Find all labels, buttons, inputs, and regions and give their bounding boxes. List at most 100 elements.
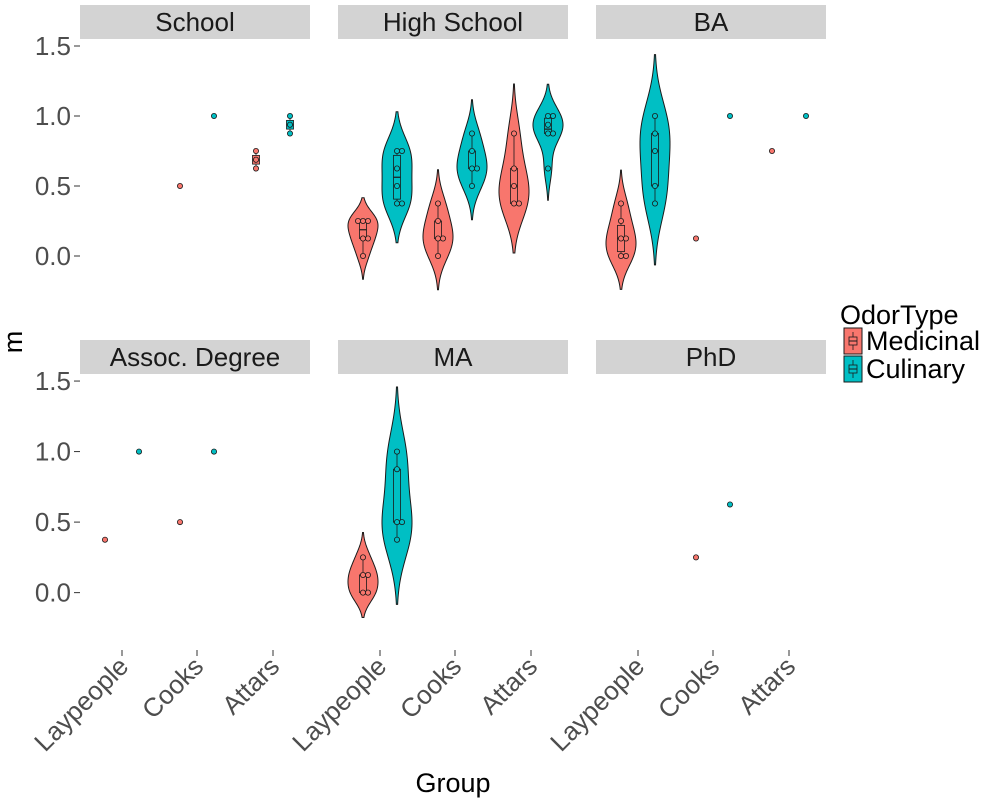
x-tick-label-laypeople: Laypeople: [544, 651, 650, 757]
violin-high-school-attars-culinary: [532, 83, 564, 201]
legend-title: OdorType: [840, 300, 959, 330]
data-point: [393, 519, 400, 526]
data-point: [393, 182, 400, 189]
data-point: [545, 130, 552, 137]
data-point: [393, 536, 400, 543]
data-point: [434, 200, 441, 207]
legend-label-medicinal: Medicinal: [866, 326, 980, 356]
data-point: [545, 113, 552, 120]
data-point: [516, 200, 523, 207]
data-point: [393, 165, 400, 172]
panels: School 0.0 0.5 1.0 1.5 High School BA Assoc. De…: [28, 5, 826, 757]
y-tick-label: 0.5: [35, 171, 71, 201]
data-point: [176, 519, 183, 526]
data-point: [727, 501, 734, 508]
data-point: [468, 182, 475, 189]
data-point: [398, 147, 405, 154]
x-axis-title: Group: [415, 768, 490, 798]
data-point: [618, 252, 625, 259]
data-point: [652, 113, 659, 120]
data-point: [652, 200, 659, 207]
data-point: [434, 252, 441, 259]
data-point: [359, 572, 366, 579]
data-point: [393, 448, 400, 455]
data-point: [393, 200, 400, 207]
legend-label-culinary: Culinary: [866, 354, 966, 384]
data-point: [545, 121, 552, 128]
data-point: [550, 130, 557, 137]
data-point: [286, 121, 293, 128]
data-point: [510, 200, 517, 207]
data-point: [693, 554, 700, 561]
data-point: [359, 217, 366, 224]
data-point: [434, 235, 441, 242]
data-point: [510, 130, 517, 137]
data-point: [652, 182, 659, 189]
data-point: [359, 554, 366, 561]
data-point: [286, 113, 293, 120]
y-tick-label: 0.5: [35, 507, 71, 537]
box-ba-laypeople-culinary: [651, 133, 659, 187]
data-point: [618, 217, 625, 224]
data-point: [393, 466, 400, 473]
y-tick-label: 1.0: [35, 101, 71, 131]
y-tick-label: 1.5: [35, 366, 71, 396]
data-point: [510, 182, 517, 189]
data-point: [398, 200, 405, 207]
data-point: [102, 536, 109, 543]
y-tick-label: 1.5: [35, 31, 71, 61]
data-point: [727, 113, 734, 120]
data-point: [545, 165, 552, 172]
data-point: [364, 572, 371, 579]
y-tick-label: 0.0: [35, 241, 71, 271]
data-point: [468, 147, 475, 154]
strip-assoc-degree: [80, 340, 310, 374]
data-point: [364, 217, 371, 224]
data-point: [468, 165, 475, 172]
data-point: [618, 200, 625, 207]
data-point: [364, 235, 371, 242]
data-point: [359, 235, 366, 242]
x-tick-label-cooks: Cooks: [652, 651, 725, 724]
data-point: [652, 130, 659, 137]
strip-school: [80, 5, 310, 39]
x-tick-label-attars: Attars: [474, 651, 543, 720]
y-tick-label: 0.0: [35, 578, 71, 608]
data-point: [468, 130, 475, 137]
strip-label-assoc-degree: Assoc. Degree: [110, 342, 281, 372]
strip-ma: [338, 340, 568, 374]
data-point: [210, 113, 217, 120]
data-point: [393, 147, 400, 154]
data-point: [210, 448, 217, 455]
x-tick-label-attars: Attars: [732, 651, 801, 720]
strip-high-school: [338, 5, 568, 39]
strip-phd: [596, 340, 826, 374]
x-tick-label-laypeople: Laypeople: [28, 651, 134, 757]
data-point: [398, 519, 405, 526]
data-point: [252, 165, 259, 172]
data-point: [434, 217, 441, 224]
data-point: [286, 130, 293, 137]
data-point: [439, 235, 446, 242]
data-point: [623, 235, 630, 242]
data-point: [252, 147, 259, 154]
strip-label-high-school: High School: [383, 7, 523, 37]
data-point: [550, 113, 557, 120]
data-point: [364, 589, 371, 596]
strip-label-ba: BA: [694, 7, 729, 37]
data-point: [252, 156, 259, 163]
data-point: [359, 252, 366, 259]
data-point: [359, 589, 366, 596]
y-axis-title: m: [0, 331, 28, 354]
data-point: [510, 165, 517, 172]
x-tick-label-cooks: Cooks: [394, 651, 467, 724]
data-point: [354, 217, 361, 224]
x-tick-label-attars: Attars: [216, 651, 285, 720]
data-point: [769, 147, 776, 154]
y-tick-label: 1.0: [35, 437, 71, 467]
strip-label-phd: PhD: [686, 342, 737, 372]
strip-ba: [596, 5, 826, 39]
data-point: [623, 252, 630, 259]
